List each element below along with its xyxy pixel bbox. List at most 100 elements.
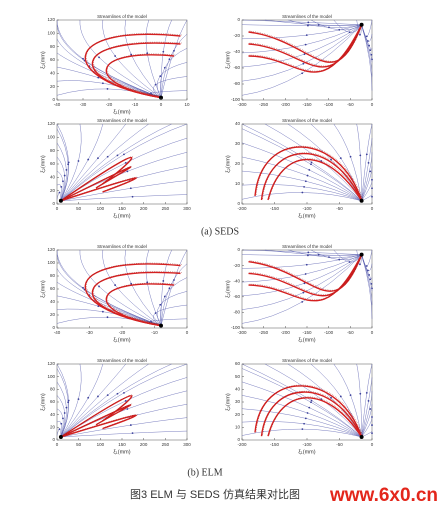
y-axis-label: ξ₂(mm) — [225, 280, 231, 298]
y-tick-label: 60 — [50, 399, 56, 404]
y-tick-label: -40 — [233, 278, 240, 283]
trajectory — [248, 254, 363, 292]
y-tick-label: 100 — [47, 135, 55, 140]
attractor — [159, 95, 163, 100]
x-tick-label: 100 — [97, 206, 105, 211]
y-tick-label: 0 — [237, 201, 240, 206]
x-tick-label: -300 — [237, 102, 247, 107]
trajectory — [248, 24, 363, 63]
stream-arrow — [306, 412, 309, 414]
y-tick-label: 40 — [50, 412, 56, 417]
x-tick-label: -150 — [270, 206, 280, 211]
x-tick-label: -50 — [336, 206, 343, 211]
x-tick-label: 300 — [183, 206, 191, 211]
y-tick-label: 20 — [235, 412, 241, 417]
figure-caption: 图3 ELM 与 SEDS 仿真结果对比图 — [130, 487, 300, 501]
stream-arrow — [58, 428, 61, 430]
stream-arrow — [359, 392, 362, 395]
stream-arrow — [129, 424, 132, 426]
stream-arrow — [338, 258, 341, 261]
stream-arrow — [67, 163, 70, 166]
x-tick-label: 300 — [183, 442, 191, 447]
y-tick-label: -100 — [231, 325, 241, 330]
x-tick-label: -150 — [302, 330, 312, 335]
trajectory — [248, 24, 363, 68]
x-tick-label: 100 — [97, 442, 105, 447]
y-tick-label: 100 — [47, 31, 55, 36]
stream-arrow — [106, 155, 109, 158]
x-tick-label: -150 — [302, 102, 312, 107]
stream-arrow — [60, 185, 63, 188]
stream-arrow — [62, 180, 64, 183]
x-tick-label: -50 — [347, 330, 354, 335]
attractor — [359, 22, 364, 27]
x-tick-label: 0 — [371, 330, 374, 335]
stream-arrow — [307, 24, 309, 27]
stream-arrow — [116, 154, 119, 157]
stream-arrow — [371, 187, 373, 190]
trajectory — [105, 54, 175, 99]
x-tick-label: 150 — [118, 442, 126, 447]
stream-arrow — [159, 303, 162, 306]
stream-arrow — [124, 400, 127, 402]
trajectory — [260, 391, 363, 438]
x-axis-label: ξ₁(mm) — [298, 337, 315, 343]
streamline — [361, 404, 373, 438]
stream-arrow — [365, 391, 368, 394]
stream-arrow — [65, 406, 68, 409]
stream-arrow — [303, 282, 306, 285]
stream-arrow — [307, 21, 310, 24]
y-tick-label: 120 — [47, 17, 55, 22]
stream-arrow — [301, 300, 304, 303]
y-axis-label: ξ₂(mm) — [225, 51, 231, 69]
y-tick-label: 10 — [235, 181, 241, 186]
stream-arrow — [159, 75, 162, 78]
x-tick-label: -100 — [302, 442, 312, 447]
y-tick-label: -20 — [233, 33, 240, 38]
y-tick-label: 120 — [47, 361, 55, 366]
x-tick-label: 0 — [56, 442, 59, 447]
stream-arrow — [338, 28, 341, 31]
y-axis-label: ξ₂(mm) — [225, 393, 231, 411]
stream-arrow — [129, 187, 132, 190]
stream-arrow — [348, 31, 351, 34]
panel: Streamlines of the model -40 -30 -20 -10 0 0 20… — [40, 244, 188, 343]
stream-arrow — [303, 53, 306, 56]
plot-area — [241, 363, 373, 441]
demo-dots — [249, 23, 364, 67]
y-tick-label: 10 — [235, 425, 241, 430]
demo-dots — [262, 152, 364, 200]
trajectory — [248, 24, 363, 73]
x-tick-label: -250 — [259, 330, 269, 335]
y-tick-label: 50 — [235, 374, 241, 379]
stream-arrow — [163, 66, 166, 69]
demo-dots — [255, 145, 364, 200]
x-tick-label: 250 — [162, 206, 170, 211]
stream-arrow — [67, 401, 70, 404]
stream-arrow — [371, 424, 373, 426]
x-tick-label: -30 — [80, 102, 87, 107]
stream-arrow — [97, 395, 99, 398]
x-tick-label: 0 — [160, 102, 163, 107]
demo-dots — [268, 396, 364, 437]
demo-dots — [61, 165, 132, 201]
panel-title: Streamlines of the model — [97, 14, 147, 19]
stream-arrow — [126, 170, 129, 173]
stream-arrow — [63, 412, 66, 414]
demo-dots — [255, 384, 364, 437]
stream-arrow — [307, 254, 309, 257]
x-tick-label: -50 — [336, 442, 343, 447]
stream-arrow — [60, 422, 63, 425]
stream-arrow — [301, 428, 304, 430]
x-axis-label: ξ₁(mm) — [113, 213, 130, 219]
y-tick-label: 30 — [235, 399, 241, 404]
stream-arrow — [305, 34, 308, 37]
y-tick-label: 0 — [52, 97, 55, 102]
stream-arrow — [359, 154, 362, 157]
x-tick-label: -40 — [54, 330, 61, 335]
y-tick-label: 60 — [235, 361, 241, 366]
x-tick-label: -50 — [347, 102, 354, 107]
y-tick-label: 30 — [235, 141, 241, 146]
stream-arrow — [106, 316, 109, 319]
